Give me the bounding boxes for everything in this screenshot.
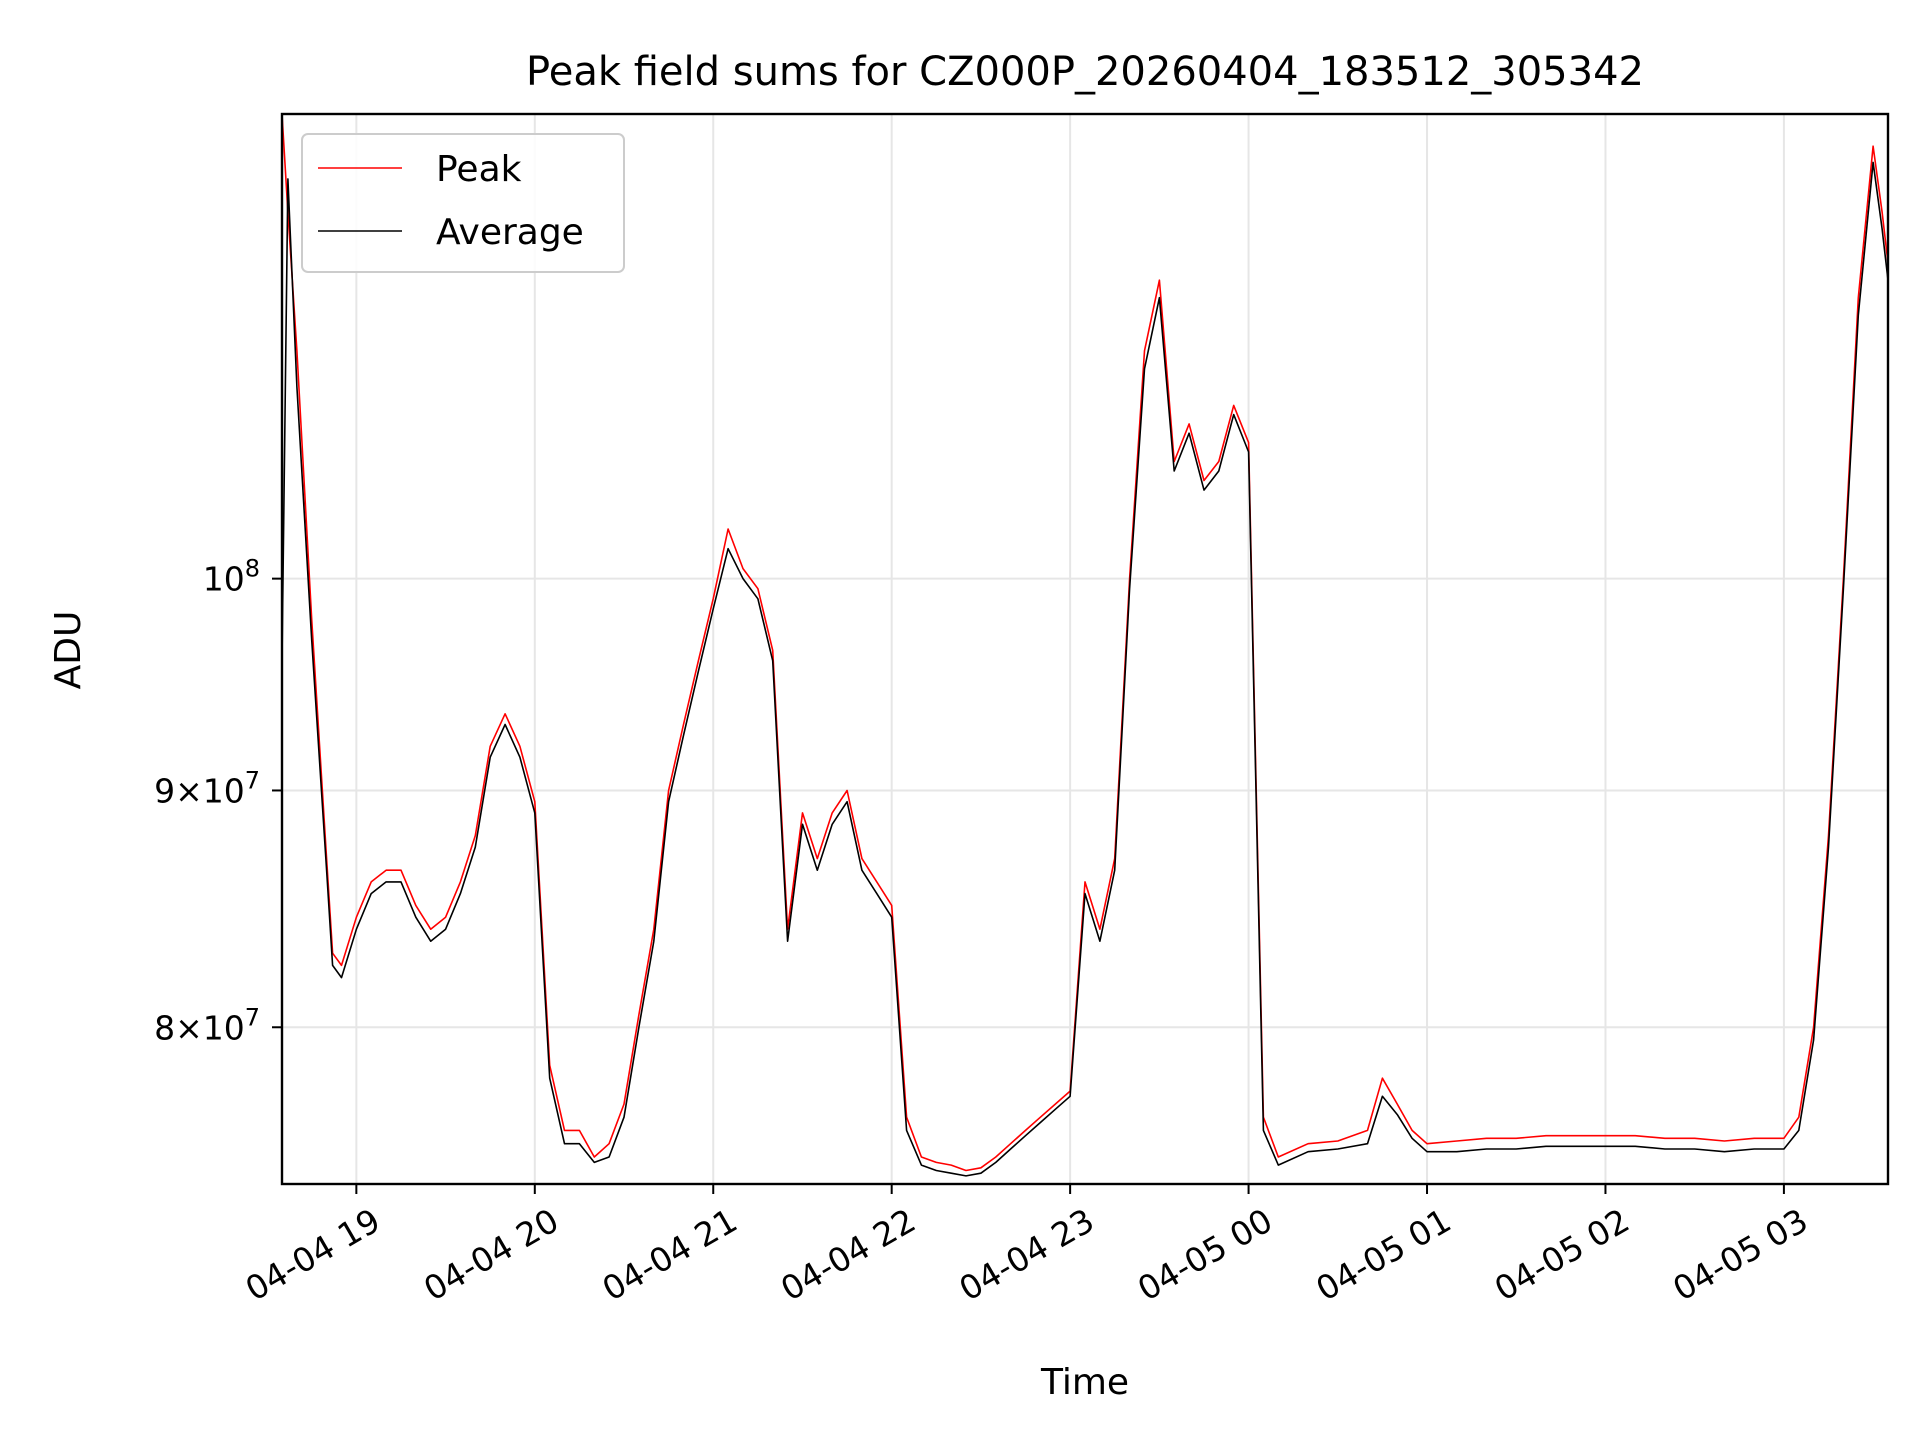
plot-area-frame bbox=[280, 112, 1890, 1186]
y-tick-exponent: 7 bbox=[245, 766, 260, 794]
x-axis-label: Time bbox=[1040, 1362, 1129, 1403]
y-axis-label: ADU bbox=[48, 611, 89, 690]
y-tick-mantissa: 8 bbox=[154, 1008, 175, 1047]
y-tick-label: 8×107 bbox=[154, 1003, 260, 1047]
y-tick-label: 108 bbox=[203, 555, 260, 599]
series-line-peak bbox=[282, 114, 1888, 1172]
chart-title: Peak field sums for CZ000P_20260404_1835… bbox=[526, 49, 1644, 95]
y-tick-label: 9×107 bbox=[154, 766, 260, 810]
y-tick-exponent: 7 bbox=[245, 1003, 260, 1031]
y-tick-base: 10 bbox=[203, 771, 245, 810]
legend-peak-label: Peak bbox=[436, 149, 522, 190]
y-tick-exponent: 8 bbox=[245, 555, 260, 583]
plot-series bbox=[282, 114, 1888, 1177]
series-line-average bbox=[282, 161, 1888, 1177]
y-tick-base: 10 bbox=[203, 1008, 245, 1047]
y-tick-mantissa: 9 bbox=[154, 771, 175, 810]
legend-average-label: Average bbox=[436, 212, 584, 253]
legend: Peak Average bbox=[301, 133, 625, 273]
grid-lines bbox=[282, 114, 1888, 1184]
y-tick-base: 10 bbox=[203, 560, 245, 599]
